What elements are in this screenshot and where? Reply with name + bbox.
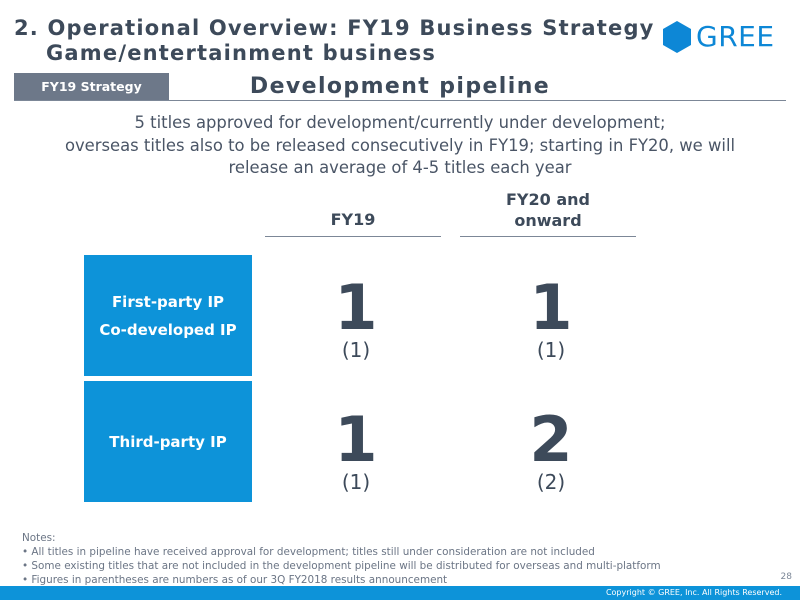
summary-line3: release an average of 4-5 titles each ye… (228, 158, 572, 177)
row-label-first-party: First-party IP Co-developed IP (84, 255, 252, 376)
notes-heading: Notes: (22, 532, 56, 544)
logo-text: GREE (696, 20, 775, 53)
column-header-fy20-line2: onward (514, 211, 582, 230)
column-divider-fy19 (265, 236, 441, 237)
row-label-line: Third-party IP (109, 432, 227, 451)
cell-previous-value: (1) (341, 338, 371, 362)
column-header-fy19: FY19 (265, 209, 441, 230)
cell-previous-value: (1) (536, 338, 566, 362)
strategy-tag: FY19 Strategy (14, 73, 169, 100)
page-number: 28 (780, 572, 792, 582)
cell-first-party-fy19: 1 (1) (268, 271, 444, 363)
cell-third-party-fy20: 2 (2) (463, 403, 639, 495)
summary-line2: overseas titles also to be released cons… (64, 136, 736, 155)
subtitle-divider (14, 100, 786, 101)
row-label-line: Co-developed IP (99, 320, 237, 339)
summary-text: 5 titles approved for development/curren… (10, 112, 790, 179)
note-item: • Some existing titles that are not incl… (22, 560, 661, 572)
cell-third-party-fy19: 1 (1) (268, 403, 444, 495)
page-title-line1: 2. Operational Overview: FY19 Business S… (14, 16, 655, 40)
cell-value: 1 (334, 271, 378, 344)
gree-logo: GREE (662, 20, 778, 54)
section-subtitle: Development pipeline (249, 74, 551, 99)
page-title: 2. Operational Overview: FY19 Business S… (14, 16, 655, 66)
page-title-line2: Game/entertainment business (46, 41, 437, 65)
cell-value: 1 (334, 403, 378, 476)
column-header-fy20-line1: FY20 and (506, 190, 590, 209)
copyright-text: Copyright © GREE, Inc. All Rights Reserv… (605, 588, 782, 597)
row-label-third-party: Third-party IP (84, 381, 252, 502)
row-label-line: First-party IP (111, 292, 225, 311)
footer-bar: Copyright © GREE, Inc. All Rights Reserv… (0, 586, 800, 600)
hexagon-logo-icon (663, 21, 691, 53)
notes: Notes: • All titles in pipeline have rec… (22, 531, 661, 587)
cell-value: 1 (529, 271, 573, 344)
cell-first-party-fy20: 1 (1) (463, 271, 639, 363)
column-header-fy19-text: FY19 (330, 210, 376, 229)
cell-value: 2 (529, 403, 573, 476)
column-divider-fy20 (460, 236, 636, 237)
note-item: • Figures in parentheses are numbers as … (22, 574, 448, 586)
note-item: • All titles in pipeline have received a… (22, 546, 595, 558)
cell-previous-value: (1) (341, 470, 371, 494)
summary-line1: 5 titles approved for development/curren… (134, 113, 666, 132)
column-header-fy20: FY20 and onward (460, 189, 636, 231)
cell-previous-value: (2) (536, 470, 566, 494)
